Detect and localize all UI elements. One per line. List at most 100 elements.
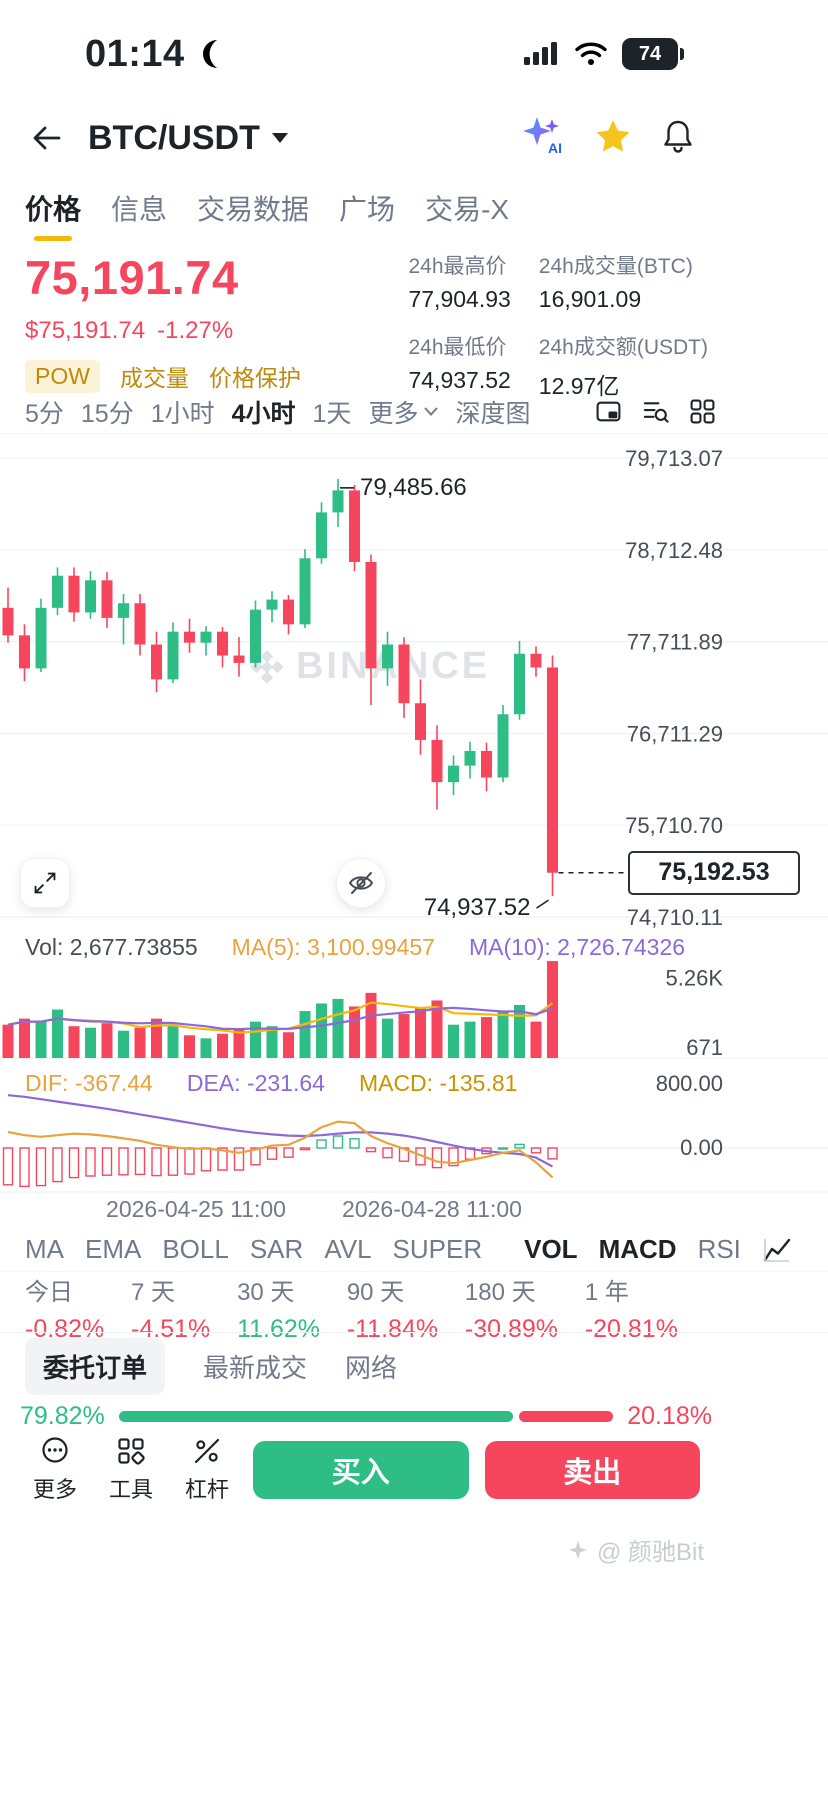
tab-network[interactable]: 网络 bbox=[345, 1352, 398, 1383]
pair-selector[interactable]: BTC/USDT bbox=[88, 119, 288, 158]
time-axis-label: 2026-04-25 11:00 bbox=[106, 1196, 286, 1222]
more-button[interactable]: 更多 bbox=[25, 1436, 85, 1504]
fullscreen-button[interactable] bbox=[20, 858, 70, 908]
binance-logo-icon bbox=[250, 649, 284, 684]
macd-axis-label: 800.00 bbox=[656, 1071, 723, 1096]
indicator-search-icon[interactable] bbox=[642, 398, 669, 425]
volume-panel-header: Vol: 2,677.73855 MA(5): 3,100.99457 MA(1… bbox=[25, 934, 685, 961]
order-section-tabs: 委托订单 最新成交 网络 bbox=[25, 1337, 398, 1395]
volume-ma10-value: MA(10): 2,726.74326 bbox=[468, 934, 686, 960]
ai-label: AI bbox=[548, 140, 562, 156]
hide-orders-button[interactable] bbox=[336, 858, 386, 908]
candles-group bbox=[2, 478, 558, 897]
indicator-boll[interactable]: BOLL bbox=[162, 1234, 229, 1264]
indicator-ema[interactable]: EMA bbox=[85, 1234, 142, 1264]
perf-label: 今日 bbox=[25, 1279, 73, 1306]
tab-trading-data[interactable]: 交易数据 bbox=[197, 194, 310, 225]
price-axis-label: 75,710.70 bbox=[625, 813, 723, 838]
badge-volume[interactable]: 成交量 bbox=[119, 365, 189, 391]
indicator-super[interactable]: SUPER bbox=[392, 1234, 483, 1264]
sell-ratio-percent: 20.18% bbox=[627, 1402, 712, 1430]
price-axis-label: 74,710.11 bbox=[627, 905, 723, 930]
last-price: 75,191.74 bbox=[25, 251, 239, 304]
timeframe-1d[interactable]: 1天 bbox=[312, 399, 352, 428]
tab-trade-x[interactable]: 交易-X bbox=[425, 194, 510, 225]
perf-value: 11.62% bbox=[237, 1315, 320, 1343]
tools-grid-icon bbox=[118, 1438, 145, 1465]
macd-value: MACD: -135.81 bbox=[358, 1070, 518, 1096]
divider bbox=[0, 1332, 828, 1333]
star-icon bbox=[596, 119, 630, 152]
fiat-price: $75,191.74 bbox=[25, 317, 146, 344]
timeframe-15m[interactable]: 15分 bbox=[80, 399, 134, 428]
stat-label: 24h成交额(USDT) bbox=[538, 336, 708, 359]
high-annotation: 79,485.66 bbox=[360, 473, 467, 501]
macd-axis-label: 0.00 bbox=[680, 1135, 723, 1160]
pip-chart-icon[interactable] bbox=[595, 398, 622, 425]
leverage-button[interactable]: 杠杆 bbox=[177, 1436, 237, 1504]
badge-pow[interactable]: POW bbox=[25, 359, 100, 393]
notifications-button[interactable] bbox=[661, 118, 695, 159]
indicator-sar[interactable]: SAR bbox=[249, 1234, 304, 1264]
timeframe-4h[interactable]: 4小时 bbox=[231, 399, 296, 428]
action-bar: 更多 工具 杠杆 买入 卖出 bbox=[25, 1436, 700, 1504]
stat-value: 12.97亿 bbox=[538, 373, 620, 399]
tab-info[interactable]: 信息 bbox=[111, 194, 168, 225]
battery-icon: 74 bbox=[622, 38, 684, 70]
price-axis-label: 77,711.89 bbox=[627, 630, 723, 655]
price-chart-canvas[interactable]: 79,713.07 78,712.48 77,711.89 76,711.29 75,7… bbox=[0, 435, 828, 1195]
volume-axis-label: 671 bbox=[686, 1035, 723, 1060]
grid-layout-icon[interactable] bbox=[689, 398, 716, 425]
tab-open-orders[interactable]: 委托订单 bbox=[25, 1337, 166, 1395]
stat-label: 24h最高价 bbox=[408, 255, 507, 278]
volume-ma5-value: MA(5): 3,100.99457 bbox=[231, 934, 435, 960]
expand-icon bbox=[34, 872, 56, 894]
stat-value: 77,904.93 bbox=[408, 286, 511, 312]
dea-value: DEA: -231.64 bbox=[186, 1070, 325, 1096]
badge-price-protection[interactable]: 价格保护 bbox=[208, 365, 301, 391]
sparkle-icon bbox=[568, 1540, 587, 1559]
ratio-sell-bar bbox=[519, 1411, 614, 1422]
chart-line-icon bbox=[763, 1238, 791, 1262]
tab-square[interactable]: 广场 bbox=[339, 194, 396, 225]
stat-value: 16,901.09 bbox=[538, 286, 642, 312]
perf-value: -11.84% bbox=[346, 1315, 439, 1343]
wifi-icon bbox=[575, 42, 607, 65]
tools-label: 工具 bbox=[108, 1477, 153, 1502]
tab-recent-trades[interactable]: 最新成交 bbox=[203, 1352, 308, 1383]
indicator-ma[interactable]: MA bbox=[25, 1234, 64, 1264]
leverage-label: 杠杆 bbox=[184, 1477, 229, 1502]
indicator-macd[interactable]: MACD bbox=[598, 1234, 677, 1264]
tab-price[interactable]: 价格 bbox=[25, 184, 81, 241]
indicator-settings-button[interactable] bbox=[762, 1236, 792, 1264]
stat-value: 74,937.52 bbox=[408, 367, 511, 393]
more-label: 更多 bbox=[32, 1477, 77, 1502]
performance-row: 今日 -0.82% 7 天 -4.51% 30 天 11.62% 90 天 -11.84… bbox=[25, 1272, 678, 1344]
timeframe-more-dropdown[interactable]: 更多 bbox=[368, 394, 439, 430]
macd-panel-header: DIF: -367.44 DEA: -231.64 MACD: -135.81 bbox=[25, 1070, 517, 1097]
battery-level: 74 bbox=[638, 42, 662, 65]
depth-chart-button[interactable]: 深度图 bbox=[455, 399, 531, 428]
favorite-star-button[interactable] bbox=[595, 119, 631, 158]
ai-assistant-button[interactable]: AI bbox=[519, 115, 565, 162]
indicator-bar: MA EMA BOLL SAR AVL SUPER VOL MACD RSI bbox=[0, 1228, 828, 1272]
perf-label: 30 天 bbox=[237, 1279, 295, 1306]
buy-button[interactable]: 买入 bbox=[253, 1441, 469, 1499]
credit-watermark: @ 颜驰Bit bbox=[567, 1532, 704, 1567]
stat-label: 24h最低价 bbox=[408, 336, 507, 359]
indicator-avl[interactable]: AVL bbox=[324, 1234, 372, 1264]
sell-button[interactable]: 卖出 bbox=[484, 1441, 700, 1499]
chevron-down-icon bbox=[424, 407, 439, 416]
indicator-rsi[interactable]: RSI bbox=[697, 1234, 741, 1264]
timeframe-1h[interactable]: 1小时 bbox=[150, 399, 215, 428]
cellular-signal-icon bbox=[524, 42, 557, 65]
ratio-buy-bar bbox=[118, 1411, 514, 1422]
status-bar: 01:14 74 bbox=[0, 26, 828, 82]
indicator-vol[interactable]: VOL bbox=[524, 1234, 578, 1264]
tools-button[interactable]: 工具 bbox=[101, 1436, 161, 1504]
timeframe-5m[interactable]: 5分 bbox=[25, 399, 64, 428]
back-button[interactable] bbox=[28, 121, 64, 155]
timeframe-bar: 5分 15分 1小时 4小时 1天 更多 深度图 bbox=[0, 390, 828, 434]
ai-sparkle-icon: AI bbox=[523, 116, 562, 156]
